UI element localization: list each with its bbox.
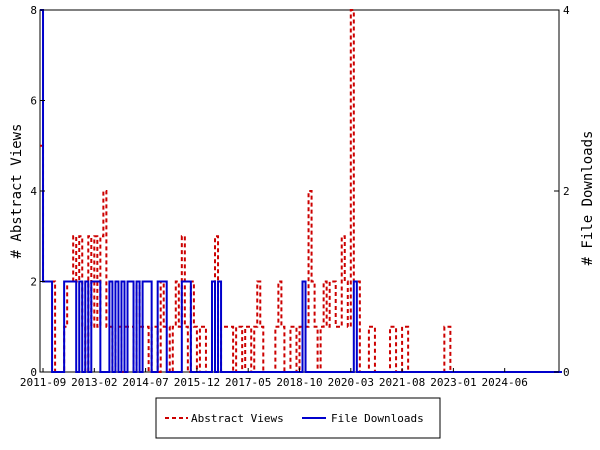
x-tick-label: 2020-03: [328, 376, 374, 389]
x-tick-label: 2024-06: [482, 376, 528, 389]
series-line-file-downloads: [40, 9, 563, 373]
right-tick-label: 4: [563, 4, 570, 17]
left-tick-label: 8: [30, 4, 37, 17]
x-tick-label: 2017-05: [225, 376, 271, 389]
legend-label-abstract-views: Abstract Views: [191, 412, 284, 425]
left-axis-ticks: 0 2 4 6 8: [30, 4, 45, 379]
legend: Abstract Views File Downloads: [155, 397, 441, 439]
series-layer: [40, 9, 563, 373]
right-axis-title: # File Downloads: [580, 131, 596, 266]
left-tick-label: 6: [30, 95, 37, 108]
right-axis-ticks: 0 2 4: [554, 4, 570, 379]
right-tick-label: 0: [563, 366, 570, 379]
x-axis-ticks: 2011-09 2013-02 2014-07 2015-12 2017-05 2018-…: [20, 368, 528, 389]
legend-label-file-downloads: File Downloads: [331, 412, 424, 425]
plot-area: [39, 9, 560, 373]
left-tick-label: 4: [30, 185, 37, 198]
x-tick-label: 2015-12: [174, 376, 220, 389]
x-tick-label: 2018-10: [276, 376, 322, 389]
x-tick-label: 2011-09: [20, 376, 66, 389]
x-tick-label: 2014-07: [122, 376, 168, 389]
left-tick-label: 0: [30, 366, 37, 379]
x-tick-label: 2023-01: [430, 376, 476, 389]
left-axis-title: # Abstract Views: [9, 124, 25, 259]
x-tick-label: 2013-02: [71, 376, 117, 389]
left-tick-label: 2: [30, 276, 37, 289]
x-tick-label: 2021-08: [379, 376, 425, 389]
legend-box: [155, 397, 441, 439]
right-tick-label: 2: [563, 185, 570, 198]
